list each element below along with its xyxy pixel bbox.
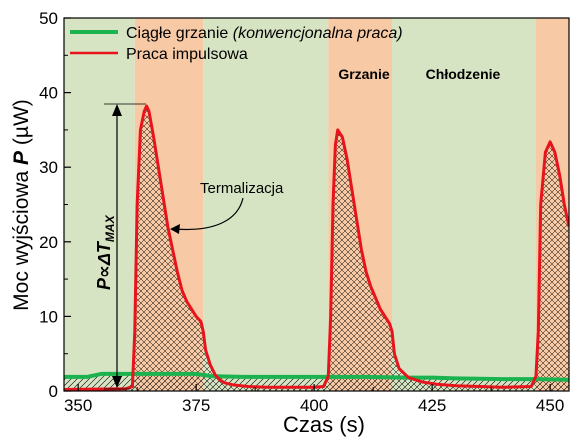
x-tick-label-375: 375	[182, 396, 210, 415]
annotation-thermalization: Termalizacja	[170, 180, 284, 234]
band-labels: Grzanie Chłodzenie	[338, 66, 500, 82]
y-tick-label-20: 20	[39, 233, 58, 252]
annotation-amplitude: P∝ΔTMAX	[94, 103, 146, 390]
legend: Ciągłe grzanie (konwencjonalna praca) Pr…	[70, 25, 403, 63]
x-tick-label-350: 350	[64, 396, 92, 415]
band-cooling-2	[203, 18, 329, 391]
x-tick-label-425: 425	[418, 396, 446, 415]
band-cooling-0	[64, 18, 135, 391]
x-tick-label-400: 400	[300, 396, 328, 415]
arrowhead-top-icon	[112, 104, 122, 116]
band-label-heating: Grzanie	[338, 66, 390, 82]
legend-label-continuous-italic: (konwencjonalna praca)	[233, 25, 403, 42]
annotation-thermalization-text: Termalizacja	[200, 180, 284, 197]
series-pulsed-line	[64, 104, 569, 391]
x-axis-ticks: 350 375 400 425 450	[64, 384, 564, 415]
legend-label-continuous: Ciągłe grzanie (konwencjonalna praca)	[126, 25, 403, 42]
arrowhead-bottom-icon	[112, 376, 122, 388]
arrowhead-icon	[170, 224, 180, 234]
y-tick-label-30: 30	[39, 158, 58, 177]
pulsed-area-hatch	[64, 106, 569, 391]
y-axis-ticks: 0 10 20 30 40 50	[39, 9, 71, 401]
amplitude-label: P∝ΔTMAX	[94, 214, 117, 290]
y-tick-label-40: 40	[39, 84, 58, 103]
y-tick-label-0: 0	[49, 382, 58, 401]
legend-label-pulsed: Praca impulsowa	[126, 46, 248, 63]
y-axis-label: Moc wyjściowa P (µW)	[10, 99, 33, 311]
band-label-cooling: Chłodzenie	[426, 66, 501, 82]
x-axis-label: Czas (s)	[283, 412, 365, 437]
y-tick-label-10: 10	[39, 307, 58, 326]
band-cooling-4	[392, 18, 536, 391]
y-tick-label-50: 50	[39, 9, 58, 28]
x-tick-label-450: 450	[536, 396, 564, 415]
annotation-thermalization-arrow	[174, 197, 244, 231]
